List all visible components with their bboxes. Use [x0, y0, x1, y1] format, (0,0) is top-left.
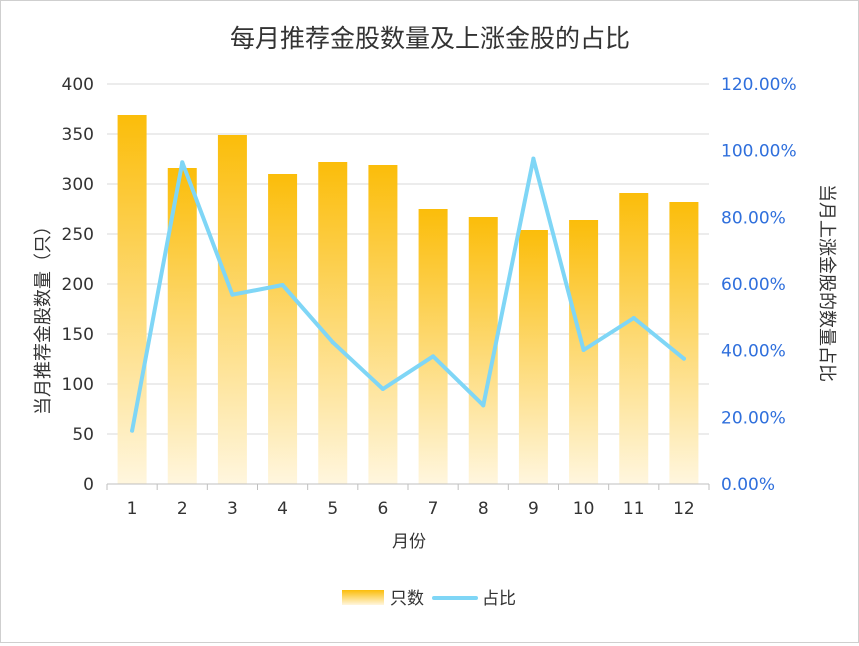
- line-point: [531, 156, 536, 161]
- line-path: [130, 156, 686, 433]
- x-tick-label: 12: [673, 499, 695, 519]
- legend: 只数 占比: [342, 589, 516, 609]
- chart-title: 每月推荐金股数量及上涨金股的占比: [230, 24, 630, 53]
- line-point: [380, 387, 385, 391]
- bar-series: [117, 115, 699, 484]
- y-left-tick-label: 50: [72, 425, 94, 445]
- y-left-tick-label: 0: [83, 475, 94, 495]
- y-right-tick-label: 0.00%: [721, 475, 775, 495]
- y-right-tick-label: 80.00%: [721, 208, 786, 228]
- y-axis-right-label: 当月上涨金股的数量占比: [816, 184, 837, 382]
- y-right-tick-label: 60.00%: [721, 275, 786, 295]
- x-axis: 1 2 3 4 5 6 7 8 9 10 11 12: [106, 483, 710, 519]
- bar: [368, 165, 398, 484]
- bar: [318, 162, 348, 484]
- x-tick-label: 2: [177, 499, 188, 519]
- bar: [669, 202, 699, 484]
- bar: [268, 174, 298, 484]
- bar: [418, 209, 448, 484]
- y-right-tick-label: 120.00%: [721, 75, 797, 95]
- y-right-tick-label: 40.00%: [721, 342, 786, 362]
- x-tick-label: 4: [277, 499, 288, 519]
- grid-lines: [107, 83, 709, 485]
- x-tick-label: 3: [227, 499, 238, 519]
- x-tick-label: 7: [428, 499, 439, 519]
- y-left-tick-label: 300: [62, 175, 94, 195]
- y-left-tick-label: 250: [62, 225, 94, 245]
- y-axis-right: 0.00% 20.00% 40.00% 60.00% 80.00% 100.00% 120.…: [721, 75, 797, 495]
- x-tick-label: 11: [623, 499, 645, 519]
- x-axis-label: 月份: [392, 532, 426, 552]
- line-point: [581, 348, 586, 352]
- line-point: [180, 160, 185, 165]
- y-left-tick-label: 100: [62, 375, 94, 395]
- line-point: [330, 340, 335, 345]
- line-point: [130, 428, 135, 433]
- line-point: [631, 316, 636, 320]
- x-tick-label: 10: [573, 499, 595, 519]
- bar: [217, 135, 247, 484]
- legend-bar-label: 只数: [390, 589, 424, 609]
- line-point: [230, 292, 235, 297]
- x-tick-label: 1: [127, 499, 138, 519]
- y-axis-left: 0 50 100 150 200 250 300 350 400: [62, 75, 94, 495]
- y-right-tick-label: 20.00%: [721, 408, 786, 428]
- line-point: [681, 356, 686, 361]
- y-left-tick-label: 400: [62, 75, 94, 95]
- y-left-tick-label: 150: [62, 325, 94, 345]
- y-left-tick-label: 350: [62, 125, 94, 145]
- y-axis-left-label: 当月推荐金股数量（只）: [33, 217, 54, 415]
- y-right-tick-label: 100.00%: [721, 142, 797, 162]
- bar: [518, 230, 548, 484]
- bar: [619, 193, 649, 484]
- line-point: [431, 354, 436, 359]
- x-tick-label: 5: [327, 499, 338, 519]
- x-tick-label: 9: [528, 499, 539, 519]
- x-tick-label: 8: [478, 499, 489, 519]
- line-point: [481, 403, 486, 408]
- x-tick-label: 6: [378, 499, 389, 519]
- line-series: [130, 156, 686, 433]
- y-left-tick-label: 200: [62, 275, 94, 295]
- line-point: [280, 283, 285, 287]
- legend-bar-swatch: [342, 590, 384, 605]
- legend-line-label: 占比: [482, 589, 516, 609]
